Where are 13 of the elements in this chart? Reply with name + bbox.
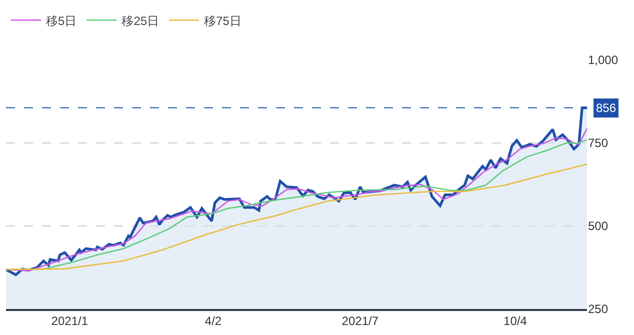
legend-label: 移25日 (122, 14, 160, 28)
x-tick-label: 10/4 (504, 314, 528, 328)
y-tick-label: 250 (588, 302, 608, 316)
y-tick-label: 750 (588, 136, 608, 150)
x-tick-label: 2021/7 (342, 314, 379, 328)
line-series (6, 164, 587, 270)
legend-label: 移75日 (204, 14, 242, 28)
ref-line-label: 856 (596, 101, 616, 115)
x-tick-label: 4/2 (204, 314, 222, 328)
y-tick-label: 500 (588, 219, 608, 234)
legend-label: 移5日 (46, 14, 77, 28)
x-tick-label: 2021/1 (51, 314, 88, 328)
y-tick-label: 1,000 (588, 53, 618, 68)
